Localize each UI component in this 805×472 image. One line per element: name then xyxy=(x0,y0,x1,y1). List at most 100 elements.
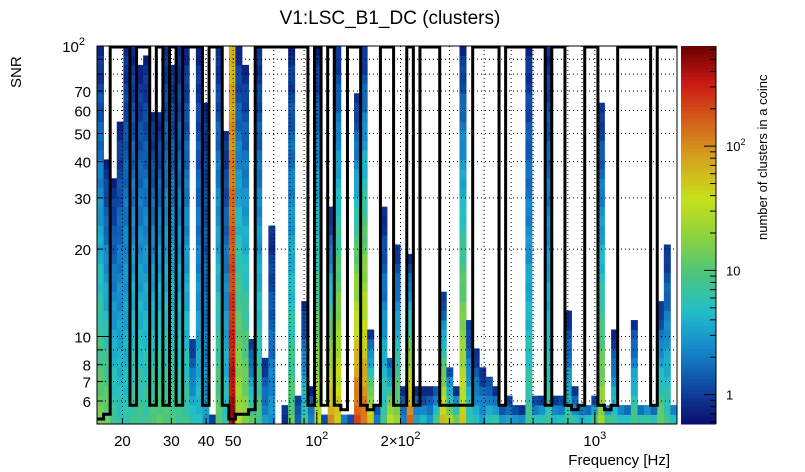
heatmap-cell xyxy=(242,168,249,179)
heatmap-cell xyxy=(235,140,243,151)
heatmap-cell xyxy=(110,197,118,208)
heatmap-cell xyxy=(360,149,368,160)
heatmap-cell xyxy=(176,329,184,340)
color-scale-swatch xyxy=(681,197,716,202)
heatmap-cell xyxy=(123,149,131,160)
heatmap-cell xyxy=(571,386,579,397)
heatmap-cell xyxy=(393,338,401,349)
heatmap-cell xyxy=(611,395,619,406)
heatmap-cell xyxy=(169,301,177,311)
heatmap-cell xyxy=(360,112,368,122)
color-scale-swatch xyxy=(681,182,716,187)
heatmap-cell xyxy=(288,282,296,293)
heatmap-cell xyxy=(637,414,645,425)
heatmap-cell xyxy=(116,178,124,189)
color-scale-swatch xyxy=(681,416,716,421)
heatmap-cell xyxy=(143,301,151,311)
heatmap-cell xyxy=(459,329,467,340)
heatmap-cell xyxy=(387,376,394,387)
heatmap-cell xyxy=(116,367,124,378)
heatmap-cell xyxy=(162,112,170,122)
heatmap-cell xyxy=(149,149,157,160)
heatmap-cell xyxy=(189,405,197,415)
heatmap-cell xyxy=(393,348,401,359)
heatmap-cell xyxy=(162,320,170,330)
heatmap-cell xyxy=(202,168,210,179)
heatmap-cell xyxy=(334,301,342,311)
heatmap-cell xyxy=(360,414,368,425)
heatmap-cell xyxy=(327,253,335,264)
heatmap-cell xyxy=(182,83,190,94)
heatmap-cell xyxy=(129,216,137,226)
heatmap-cell xyxy=(149,140,157,151)
heatmap-cell xyxy=(492,386,500,397)
heatmap-cell xyxy=(360,206,368,217)
heatmap-cell xyxy=(195,329,203,340)
y-tick-label: 6 xyxy=(83,394,91,411)
heatmap-cell xyxy=(334,149,342,160)
y-tick-label-text: 8 xyxy=(83,358,91,375)
heatmap-cell xyxy=(215,320,223,330)
heatmap-cell xyxy=(222,320,230,330)
heatmap-cell xyxy=(288,55,296,66)
heatmap-cell xyxy=(136,320,144,330)
x-tick-label-text: 2×10 xyxy=(381,433,415,450)
heatmap-cell xyxy=(169,367,177,378)
heatmap-cell xyxy=(630,376,638,387)
heatmap-cell xyxy=(202,338,210,349)
heatmap-cell xyxy=(466,414,474,425)
heatmap-cell xyxy=(103,338,111,349)
heatmap-cell xyxy=(314,121,322,132)
heatmap-cell xyxy=(525,301,533,311)
heatmap-cell xyxy=(136,367,144,378)
heatmap-cell xyxy=(176,291,184,302)
heatmap-cell xyxy=(97,301,104,311)
heatmap-cell xyxy=(162,46,170,56)
heatmap-cell xyxy=(116,253,124,264)
heatmap-cell xyxy=(110,414,118,425)
heatmap-cell xyxy=(439,329,447,340)
heatmap-cell xyxy=(354,263,362,274)
heatmap-cell xyxy=(169,112,177,122)
heatmap-cell xyxy=(288,121,296,132)
heatmap-cell xyxy=(176,272,184,283)
x-axis: 20 30 40 50 102 2×102 103 xyxy=(114,412,606,450)
heatmap-cell xyxy=(202,131,210,141)
z-tick-label: 10 xyxy=(726,263,740,278)
heatmap-cell xyxy=(334,235,342,245)
heatmap-cell xyxy=(176,405,184,415)
heatmap-cell xyxy=(143,149,151,160)
heatmap-cell xyxy=(162,83,170,94)
heatmap-cell xyxy=(110,405,118,415)
heatmap-cell xyxy=(255,93,263,104)
heatmap-cell xyxy=(288,301,296,311)
heatmap-cell xyxy=(215,178,223,189)
heatmap-cell xyxy=(136,225,144,236)
heatmap-cell xyxy=(103,272,111,283)
heatmap-cell xyxy=(97,64,104,75)
heatmap-cell xyxy=(228,405,236,415)
heatmap-cell xyxy=(611,348,619,359)
heatmap-cell xyxy=(202,348,210,359)
heatmap-cell xyxy=(472,376,480,387)
heatmap-cell xyxy=(156,414,164,425)
heatmap-cell xyxy=(143,376,151,387)
heatmap-cell xyxy=(116,206,124,217)
heatmap-cell xyxy=(195,414,203,425)
heatmap-cell xyxy=(466,338,474,349)
heatmap-cell xyxy=(156,320,164,330)
heatmap-cell xyxy=(103,348,111,359)
heatmap-cell xyxy=(459,272,467,283)
heatmap-cell xyxy=(334,310,342,321)
heatmap-cell xyxy=(235,216,243,226)
heatmap-cell xyxy=(255,187,263,198)
heatmap-cell xyxy=(162,405,170,415)
heatmap-cell xyxy=(97,357,104,368)
heatmap-cell xyxy=(406,376,414,387)
heatmap-cell xyxy=(136,405,144,415)
heatmap-cell xyxy=(307,405,315,415)
heatmap-cell xyxy=(255,216,263,226)
heatmap-cell xyxy=(176,64,184,75)
heatmap-cell xyxy=(136,395,144,406)
heatmap-cell xyxy=(360,357,368,368)
